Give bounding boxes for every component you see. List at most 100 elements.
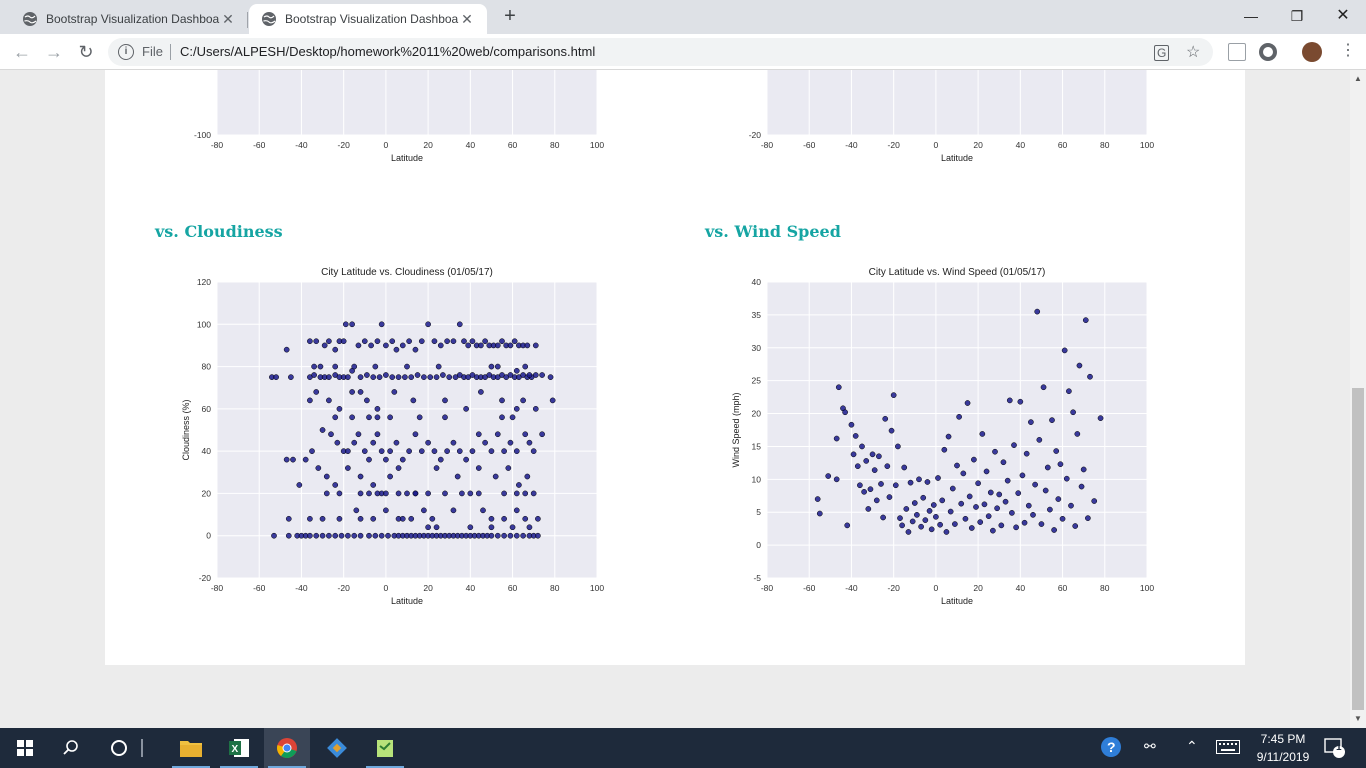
data-point (431, 338, 438, 345)
data-point (1076, 362, 1083, 369)
data-point (410, 397, 417, 404)
plot-area (217, 282, 597, 578)
scroll-thumb[interactable] (1352, 388, 1364, 710)
data-point (351, 532, 358, 539)
windows-start-button[interactable] (2, 728, 48, 768)
data-point (895, 443, 901, 450)
browser-tab-1[interactable]: Bootstrap Visualization Dashboar ✕ (10, 4, 248, 34)
help-icon[interactable]: ? (1100, 736, 1122, 761)
data-point (492, 473, 499, 480)
git-button[interactable] (314, 728, 360, 768)
data-point (345, 448, 351, 454)
browser-tab-2[interactable]: Bootstrap Visualization Dashboar ✕ (249, 4, 487, 34)
restore-button[interactable]: ❐ (1290, 8, 1304, 24)
data-point (835, 384, 842, 391)
vertical-scrollbar[interactable]: ▲ ▼ (1350, 70, 1366, 728)
x-tick-label: 20 (973, 583, 983, 593)
section-heading-wind-speed: vs. Wind Speed (705, 222, 841, 241)
data-point (825, 473, 832, 479)
file-explorer-button[interactable] (168, 728, 214, 768)
data-point (513, 490, 520, 497)
data-point (336, 490, 343, 497)
data-point (389, 374, 396, 380)
system-clock[interactable]: 7:45 PM 9/11/2019 (1245, 730, 1321, 766)
address-bar[interactable]: i File C:/Users/ALPESH/Desktop/homework%… (108, 38, 1213, 66)
data-point (869, 451, 876, 458)
extension-icon[interactable] (1228, 43, 1246, 61)
scroll-down-icon[interactable]: ▼ (1354, 714, 1362, 723)
search-button[interactable] (48, 728, 94, 768)
data-point (361, 448, 368, 454)
data-point (516, 482, 522, 488)
data-point (939, 497, 946, 504)
close-icon[interactable]: ✕ (222, 10, 234, 27)
reload-button[interactable]: ↻ (78, 42, 94, 62)
data-point (1025, 502, 1032, 509)
data-point (833, 476, 840, 483)
y-tick-label: -20 (749, 130, 762, 140)
minimize-button[interactable]: — (1244, 8, 1258, 24)
data-point (342, 321, 349, 328)
info-icon[interactable]: i (118, 44, 134, 60)
translate-icon[interactable]: G (1154, 45, 1170, 61)
data-point (408, 515, 415, 522)
task-view-button[interactable] (132, 728, 152, 768)
notepad-button[interactable] (362, 728, 408, 768)
data-point (842, 409, 848, 416)
data-point (854, 463, 861, 470)
git-icon (327, 738, 347, 758)
data-point (353, 507, 360, 514)
data-point (1042, 487, 1049, 494)
close-window-button[interactable]: ✕ (1336, 7, 1350, 24)
data-point (1004, 477, 1011, 484)
excel-button[interactable]: X (216, 728, 262, 768)
data-point (456, 448, 463, 454)
scroll-up-icon[interactable]: ▲ (1354, 74, 1362, 83)
forward-button[interactable]: → (45, 42, 63, 62)
chrome-button[interactable] (264, 728, 310, 768)
data-point (926, 508, 933, 514)
profile-avatar[interactable] (1302, 42, 1322, 62)
x-tick-label: 100 (1140, 583, 1154, 593)
back-button[interactable]: ← (13, 42, 31, 62)
keyboard-icon[interactable] (1216, 740, 1240, 757)
notification-center-icon[interactable]: 1 (1324, 737, 1346, 762)
cortana-button[interactable] (96, 728, 142, 768)
data-point (1074, 431, 1081, 437)
data-point (321, 342, 328, 349)
data-point (977, 519, 984, 525)
y-tick-label: -5 (753, 573, 761, 583)
data-point (530, 448, 537, 454)
notepad-icon (377, 740, 393, 757)
data-point (844, 522, 851, 529)
data-point (364, 397, 370, 404)
menu-dots-icon[interactable]: ⋮ (1340, 42, 1356, 59)
data-point (914, 512, 920, 518)
extension-circle-icon[interactable] (1259, 43, 1277, 61)
data-point (964, 400, 971, 406)
data-point (378, 321, 385, 328)
data-point (930, 502, 937, 508)
y-axis-label: Wind Speed (mph) (731, 392, 741, 467)
data-point (406, 448, 412, 454)
chevron-up-icon[interactable]: ⌃ (1186, 738, 1198, 754)
data-point (513, 406, 520, 412)
data-point (867, 486, 874, 493)
scheme-label: File (142, 44, 163, 59)
data-point (326, 397, 332, 404)
data-point (1015, 490, 1022, 496)
new-tab-button[interactable]: + (504, 5, 516, 27)
data-point (943, 529, 950, 535)
data-point (1061, 347, 1068, 354)
close-icon[interactable]: ✕ (461, 10, 473, 27)
data-point (488, 363, 495, 370)
data-point (494, 342, 501, 349)
data-point (928, 526, 935, 533)
url-text[interactable]: C:/Users/ALPESH/Desktop/homework%2011%20… (180, 44, 596, 59)
data-point (340, 338, 347, 345)
data-point (307, 397, 313, 404)
data-point (1085, 515, 1091, 521)
people-icon[interactable]: ⚯ (1144, 738, 1156, 754)
star-icon[interactable]: ☆ (1186, 44, 1201, 61)
data-point (1080, 466, 1087, 473)
